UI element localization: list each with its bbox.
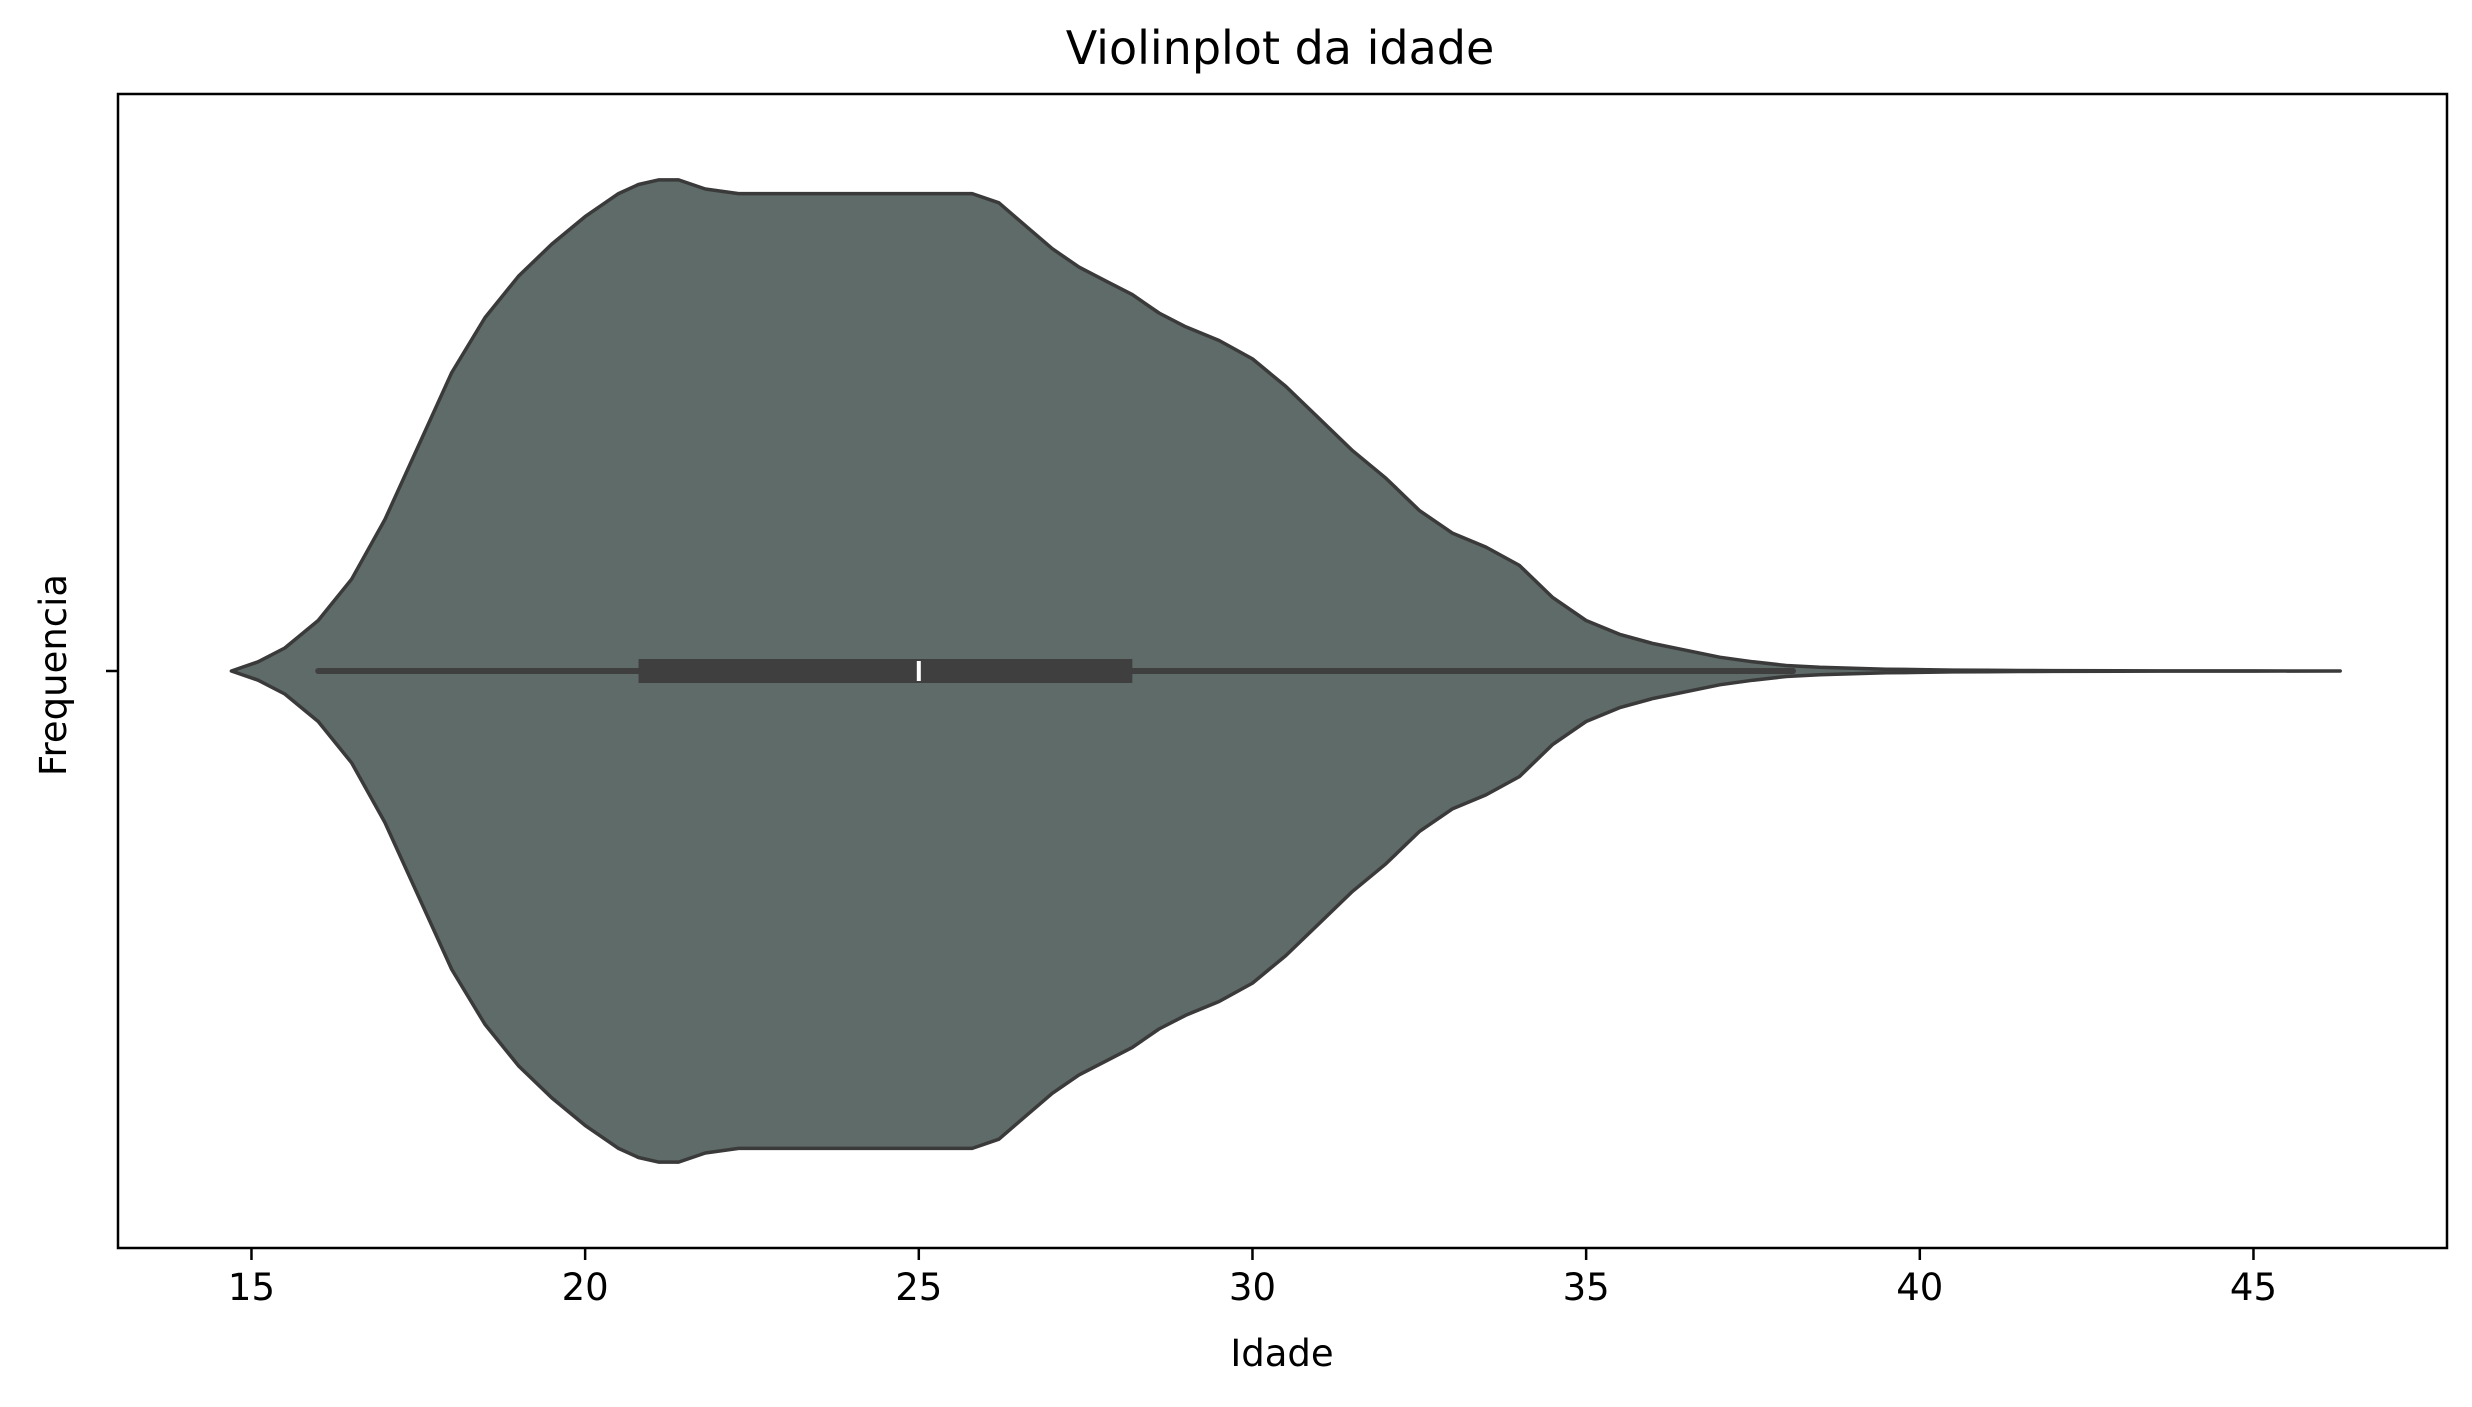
x-tick-label-20: 20 xyxy=(562,1266,609,1309)
x-axis-ticks: 15 20 25 30 35 40 45 xyxy=(228,1248,2277,1309)
x-tick-label-30: 30 xyxy=(1229,1266,1276,1309)
x-tick-label-40: 40 xyxy=(1896,1266,1943,1309)
x-tick-label-25: 25 xyxy=(895,1266,942,1309)
x-tick-label-45: 45 xyxy=(2230,1266,2277,1309)
x-tick-label-35: 35 xyxy=(1563,1266,1610,1309)
x-axis-label: Idade xyxy=(1230,1332,1333,1375)
y-axis-label: Frequencia xyxy=(32,574,75,776)
plot-area xyxy=(116,92,2449,1250)
chart-title: Violinplot da idade xyxy=(1066,21,1495,75)
x-tick-label-15: 15 xyxy=(228,1266,275,1309)
iqr-box xyxy=(638,659,1133,683)
